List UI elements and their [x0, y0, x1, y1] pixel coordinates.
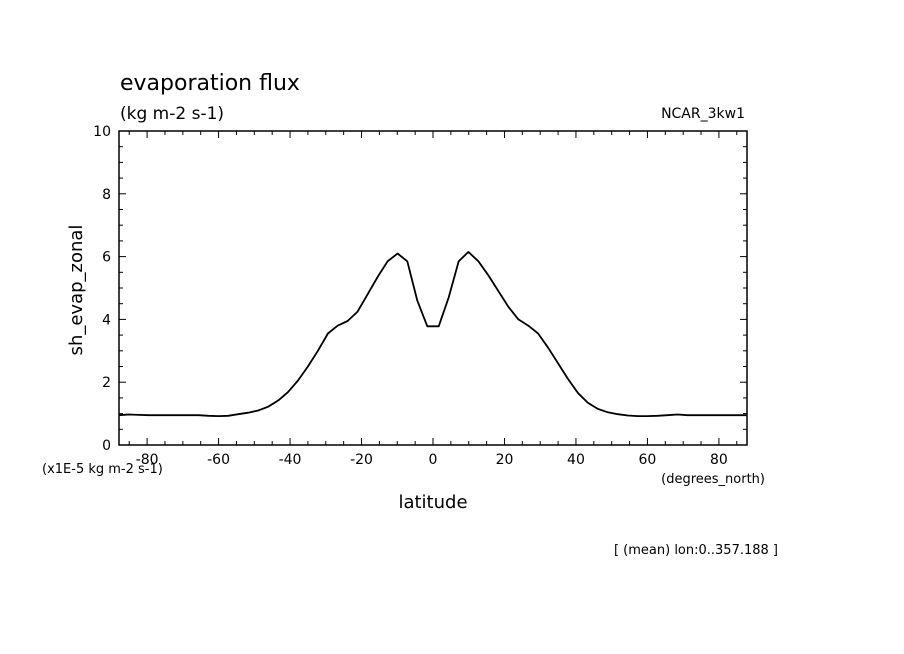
axis-ticks [119, 130, 747, 446]
y-tick-label: 2 [102, 375, 111, 391]
chart-subtitle: (kg m-2 s-1) [120, 104, 224, 124]
y-tick-label: 10 [93, 124, 111, 140]
plot-frame [118, 130, 748, 446]
x-tick-label: -40 [279, 452, 302, 468]
x-tick-label: 40 [567, 452, 585, 468]
x-tick-label: -20 [350, 452, 373, 468]
y-tick-label: 0 [102, 438, 111, 454]
x-tick-label: -80 [136, 452, 159, 468]
model-label: NCAR_3kw1 [661, 106, 745, 122]
footnote: [ (mean) lon:0..357.188 ] [614, 543, 778, 558]
x-units-note: (degrees_north) [661, 472, 765, 487]
y-units-note: (x1E-5 kg m-2 s-1) [42, 462, 163, 477]
y-axis-label: sh_evap_zonal [66, 225, 87, 356]
x-tick-label: 60 [639, 452, 657, 468]
y-tick-label: 4 [102, 312, 111, 328]
x-tick-label: -60 [207, 452, 230, 468]
axis-tick-labels: -80 -60 -40 -20 0 20 40 60 80 0 2 4 6 8 10 [93, 124, 728, 468]
x-axis-label: latitude [398, 492, 467, 513]
x-tick-label: 20 [496, 452, 514, 468]
x-tick-label: 0 [429, 452, 438, 468]
chart-title: evaporation flux [120, 71, 300, 96]
y-tick-label: 8 [102, 187, 111, 203]
x-tick-label: 80 [710, 452, 728, 468]
series-line [118, 251, 747, 417]
y-tick-label: 6 [102, 250, 111, 266]
